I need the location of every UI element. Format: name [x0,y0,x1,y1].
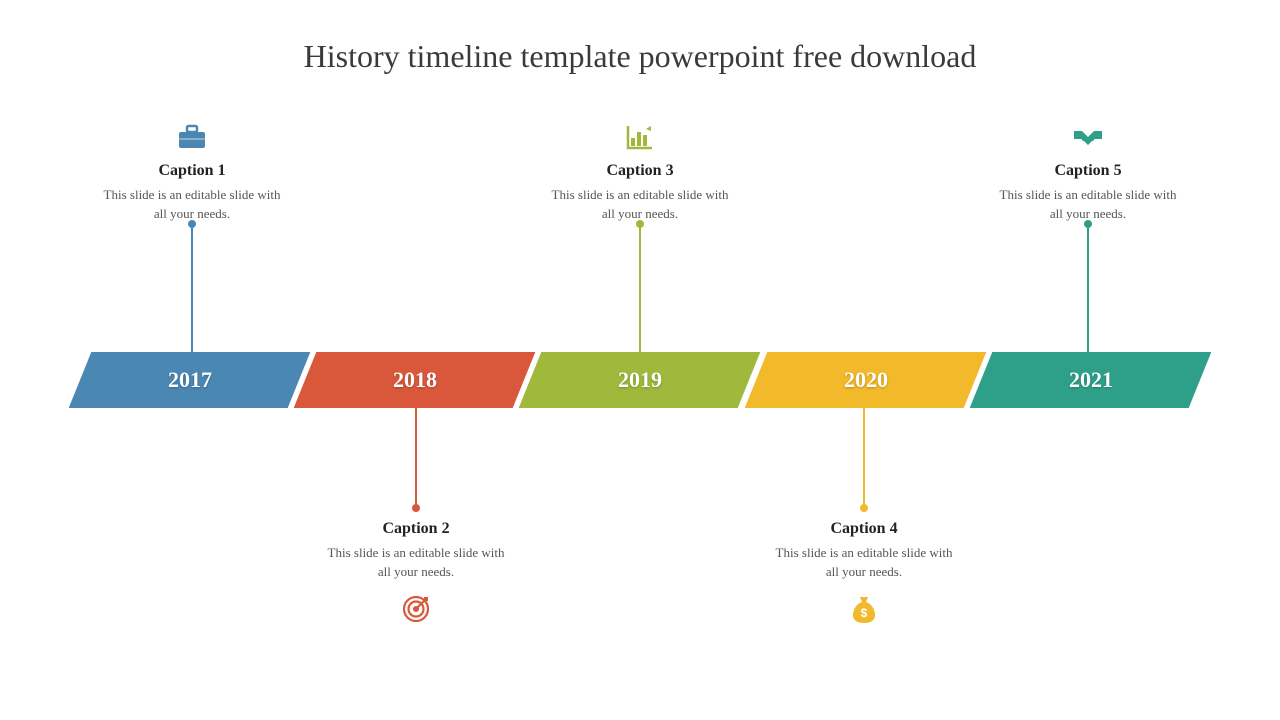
callout-2020: Caption 4 This slide is an editable slid… [754,520,974,626]
connector-dot [860,504,868,512]
callout-2021: Caption 5 This slide is an editable slid… [978,120,1198,224]
year-label: 2017 [168,367,212,393]
caption-desc: This slide is an editable slide with all… [978,186,1198,224]
svg-text:$: $ [861,606,868,620]
year-label: 2020 [843,367,887,393]
handshake-icon [978,120,1198,154]
caption-title: Caption 3 [530,162,750,180]
connector-2021 [1087,224,1089,352]
timeline-band: 2017 2018 2019 2020 2021 [80,352,1200,408]
briefcase-icon [82,120,302,154]
timeline-segment-2017: 2017 [69,352,311,408]
timeline-segment-2018: 2018 [294,352,536,408]
connector-2018 [415,408,417,508]
callout-2017: Caption 1 This slide is an editable slid… [82,120,302,224]
slide-title: History timeline template powerpoint fre… [0,0,1280,75]
caption-title: Caption 1 [82,162,302,180]
callout-2018: Caption 2 This slide is an editable slid… [306,520,526,626]
timeline-segment-2020: 2020 [744,352,986,408]
chart-icon [530,120,750,154]
timeline-segment-2021: 2021 [969,352,1211,408]
connector-2019 [639,224,641,352]
caption-title: Caption 5 [978,162,1198,180]
caption-title: Caption 2 [306,520,526,538]
year-label: 2019 [618,367,662,393]
caption-desc: This slide is an editable slide with all… [754,544,974,582]
year-label: 2018 [393,367,437,393]
connector-2020 [863,408,865,508]
caption-desc: This slide is an editable slide with all… [530,186,750,224]
moneybag-icon: $ [754,592,974,626]
connector-2017 [191,224,193,352]
caption-title: Caption 4 [754,520,974,538]
target-icon [306,592,526,626]
callout-2019: Caption 3 This slide is an editable slid… [530,120,750,224]
connector-dot [412,504,420,512]
caption-desc: This slide is an editable slide with all… [306,544,526,582]
year-label: 2021 [1068,367,1112,393]
timeline-segment-2019: 2019 [519,352,761,408]
caption-desc: This slide is an editable slide with all… [82,186,302,224]
